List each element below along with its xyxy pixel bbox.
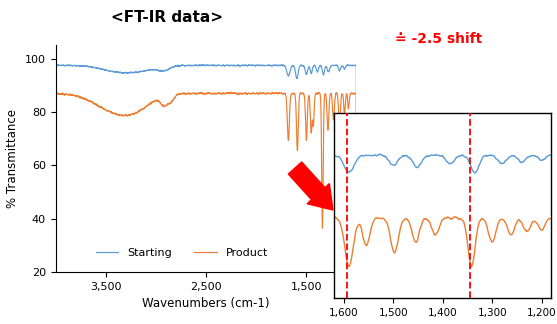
Product <box>105 108 111 112</box>
Text: ≐ -2.5 shift: ≐ -2.5 shift <box>395 32 483 46</box>
X-axis label: Wavenumbers (cm-1): Wavenumbers (cm-1) <box>143 297 270 310</box>
Starting <box>105 69 111 73</box>
Starting <box>52 193 59 197</box>
Line: Starting: Starting <box>56 64 356 195</box>
Product <box>180 92 187 96</box>
Product <box>168 101 174 105</box>
Starting <box>168 66 174 70</box>
Starting <box>55 63 62 66</box>
Product <box>87 99 94 103</box>
Product <box>319 226 326 230</box>
Y-axis label: % Transmittance: % Transmittance <box>7 109 19 208</box>
Starting <box>181 64 188 67</box>
Text: <FT-IR data>: <FT-IR data> <box>111 10 223 25</box>
Starting <box>315 68 321 72</box>
Product <box>348 92 354 96</box>
Starting <box>353 150 360 154</box>
Starting <box>87 65 94 69</box>
Product <box>52 208 59 212</box>
Line: Product: Product <box>56 92 356 228</box>
Legend: Starting, Product: Starting, Product <box>92 243 272 262</box>
Product <box>228 90 234 94</box>
Starting <box>348 64 354 68</box>
Product <box>315 91 321 95</box>
Product <box>353 169 360 173</box>
FancyArrow shape <box>289 162 333 210</box>
